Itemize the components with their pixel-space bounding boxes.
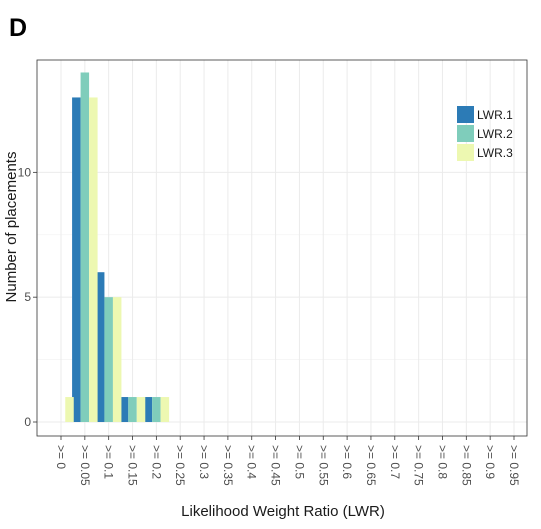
y-tick-label: 5 bbox=[24, 290, 31, 304]
x-tick-label: >= 0.2 bbox=[149, 445, 163, 479]
bar-LWR.3-2 bbox=[112, 297, 122, 422]
bar-LWR.2-3 bbox=[128, 397, 137, 422]
legend-label-LWR.2: LWR.2 bbox=[477, 127, 513, 141]
bar-LWR.1-2 bbox=[95, 272, 105, 422]
x-tick-label: >= 0.15 bbox=[126, 445, 140, 486]
x-tick-label: >= 0.5 bbox=[292, 445, 306, 479]
bar-LWR.3-1 bbox=[89, 97, 98, 422]
x-tick-label: >= 0.65 bbox=[364, 445, 378, 486]
x-tick-label: >= 0.45 bbox=[269, 445, 283, 486]
bar-LWR.3-0 bbox=[65, 397, 74, 422]
y-tick-label: 0 bbox=[24, 415, 31, 429]
y-tick-label: 10 bbox=[18, 165, 32, 179]
bar-LWR.1-3 bbox=[119, 397, 129, 422]
bar-LWR.3-4 bbox=[160, 397, 170, 422]
x-tick-label: >= 0.3 bbox=[197, 445, 211, 479]
bar-LWR.2-4 bbox=[152, 397, 161, 422]
x-tick-label: >= 0.05 bbox=[78, 445, 92, 486]
x-axis-title: Likelihood Weight Ratio (LWR) bbox=[181, 503, 385, 520]
x-tick-label: >= 0.7 bbox=[388, 445, 402, 479]
x-tick-label: >= 0.75 bbox=[412, 445, 426, 486]
legend: LWR.1 LWR.2 LWR.3 bbox=[457, 106, 513, 161]
legend-label-LWR.1: LWR.1 bbox=[477, 108, 513, 122]
x-tick-label: >= 0.1 bbox=[102, 445, 116, 479]
legend-label-LWR.3: LWR.3 bbox=[477, 146, 513, 160]
y-axis-title: Number of placements bbox=[3, 152, 20, 303]
panel-border bbox=[36, 59, 528, 437]
bar-LWR.1-1 bbox=[72, 97, 81, 422]
x-tick-label: >= 0.9 bbox=[483, 445, 497, 479]
bar-LWR.2-2 bbox=[104, 297, 113, 422]
panel-label: D bbox=[9, 14, 27, 42]
bar-LWR.1-4 bbox=[143, 397, 153, 422]
x-tick-label: >= 0.35 bbox=[221, 445, 235, 486]
x-tick-label: >= 0 bbox=[54, 445, 68, 469]
x-tick-label: >= 0.55 bbox=[316, 445, 330, 486]
legend-swatch-LWR.3 bbox=[457, 144, 474, 161]
legend-swatch-LWR.1 bbox=[457, 106, 474, 123]
x-tick-label: >= 0.8 bbox=[435, 445, 449, 479]
bar-LWR.2-1 bbox=[80, 72, 90, 422]
x-tick-label: >= 0.25 bbox=[173, 445, 187, 486]
plot-area: 0 5 10 >= 0 >= 0.05 >= 0.1 >= 0.15 >= 0.2 >= 0.2… bbox=[18, 59, 528, 486]
legend-swatch-LWR.2 bbox=[457, 125, 474, 142]
bar-LWR.3-3 bbox=[136, 397, 146, 422]
x-tick-label: >= 0.95 bbox=[507, 445, 521, 486]
x-tick-label: >= 0.6 bbox=[340, 445, 354, 479]
x-tick-label: >= 0.4 bbox=[245, 445, 259, 479]
x-tick-label: >= 0.85 bbox=[459, 445, 473, 486]
